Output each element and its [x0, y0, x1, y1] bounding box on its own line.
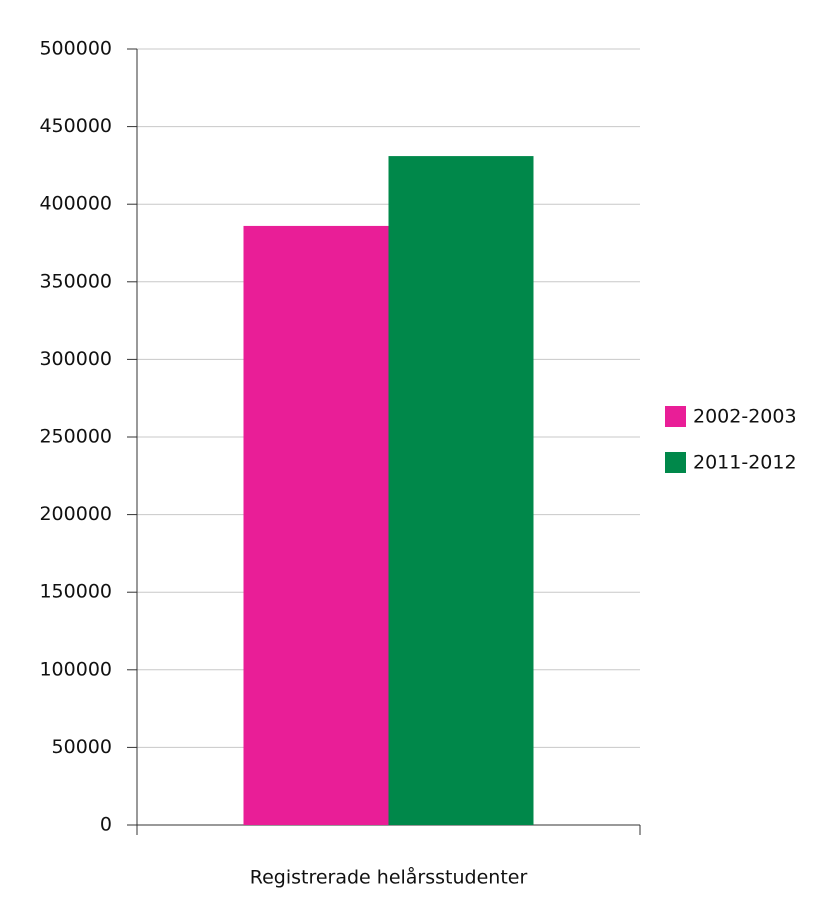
legend-label: 2011-2012: [693, 452, 797, 474]
y-tick-label: 0: [100, 814, 112, 836]
y-tick-label: 200000: [39, 503, 112, 525]
bar: [388, 156, 534, 825]
bar: [243, 225, 389, 826]
y-tick-label: 100000: [39, 658, 112, 680]
legend-swatch: [665, 452, 686, 473]
y-tick-label: 300000: [39, 348, 112, 370]
y-tick-label: 350000: [39, 270, 112, 292]
y-tick-label: 400000: [39, 193, 112, 215]
y-tick-label: 500000: [39, 38, 112, 60]
y-tick-label: 50000: [52, 736, 112, 758]
y-tick-label: 450000: [39, 115, 112, 137]
legend-label: 2002-2003: [693, 406, 797, 428]
y-tick-label: 250000: [39, 426, 112, 448]
legend-swatch: [665, 406, 686, 427]
y-tick-label: 150000: [39, 581, 112, 603]
x-tick-label: Registrerade helårsstudenter: [250, 866, 528, 889]
